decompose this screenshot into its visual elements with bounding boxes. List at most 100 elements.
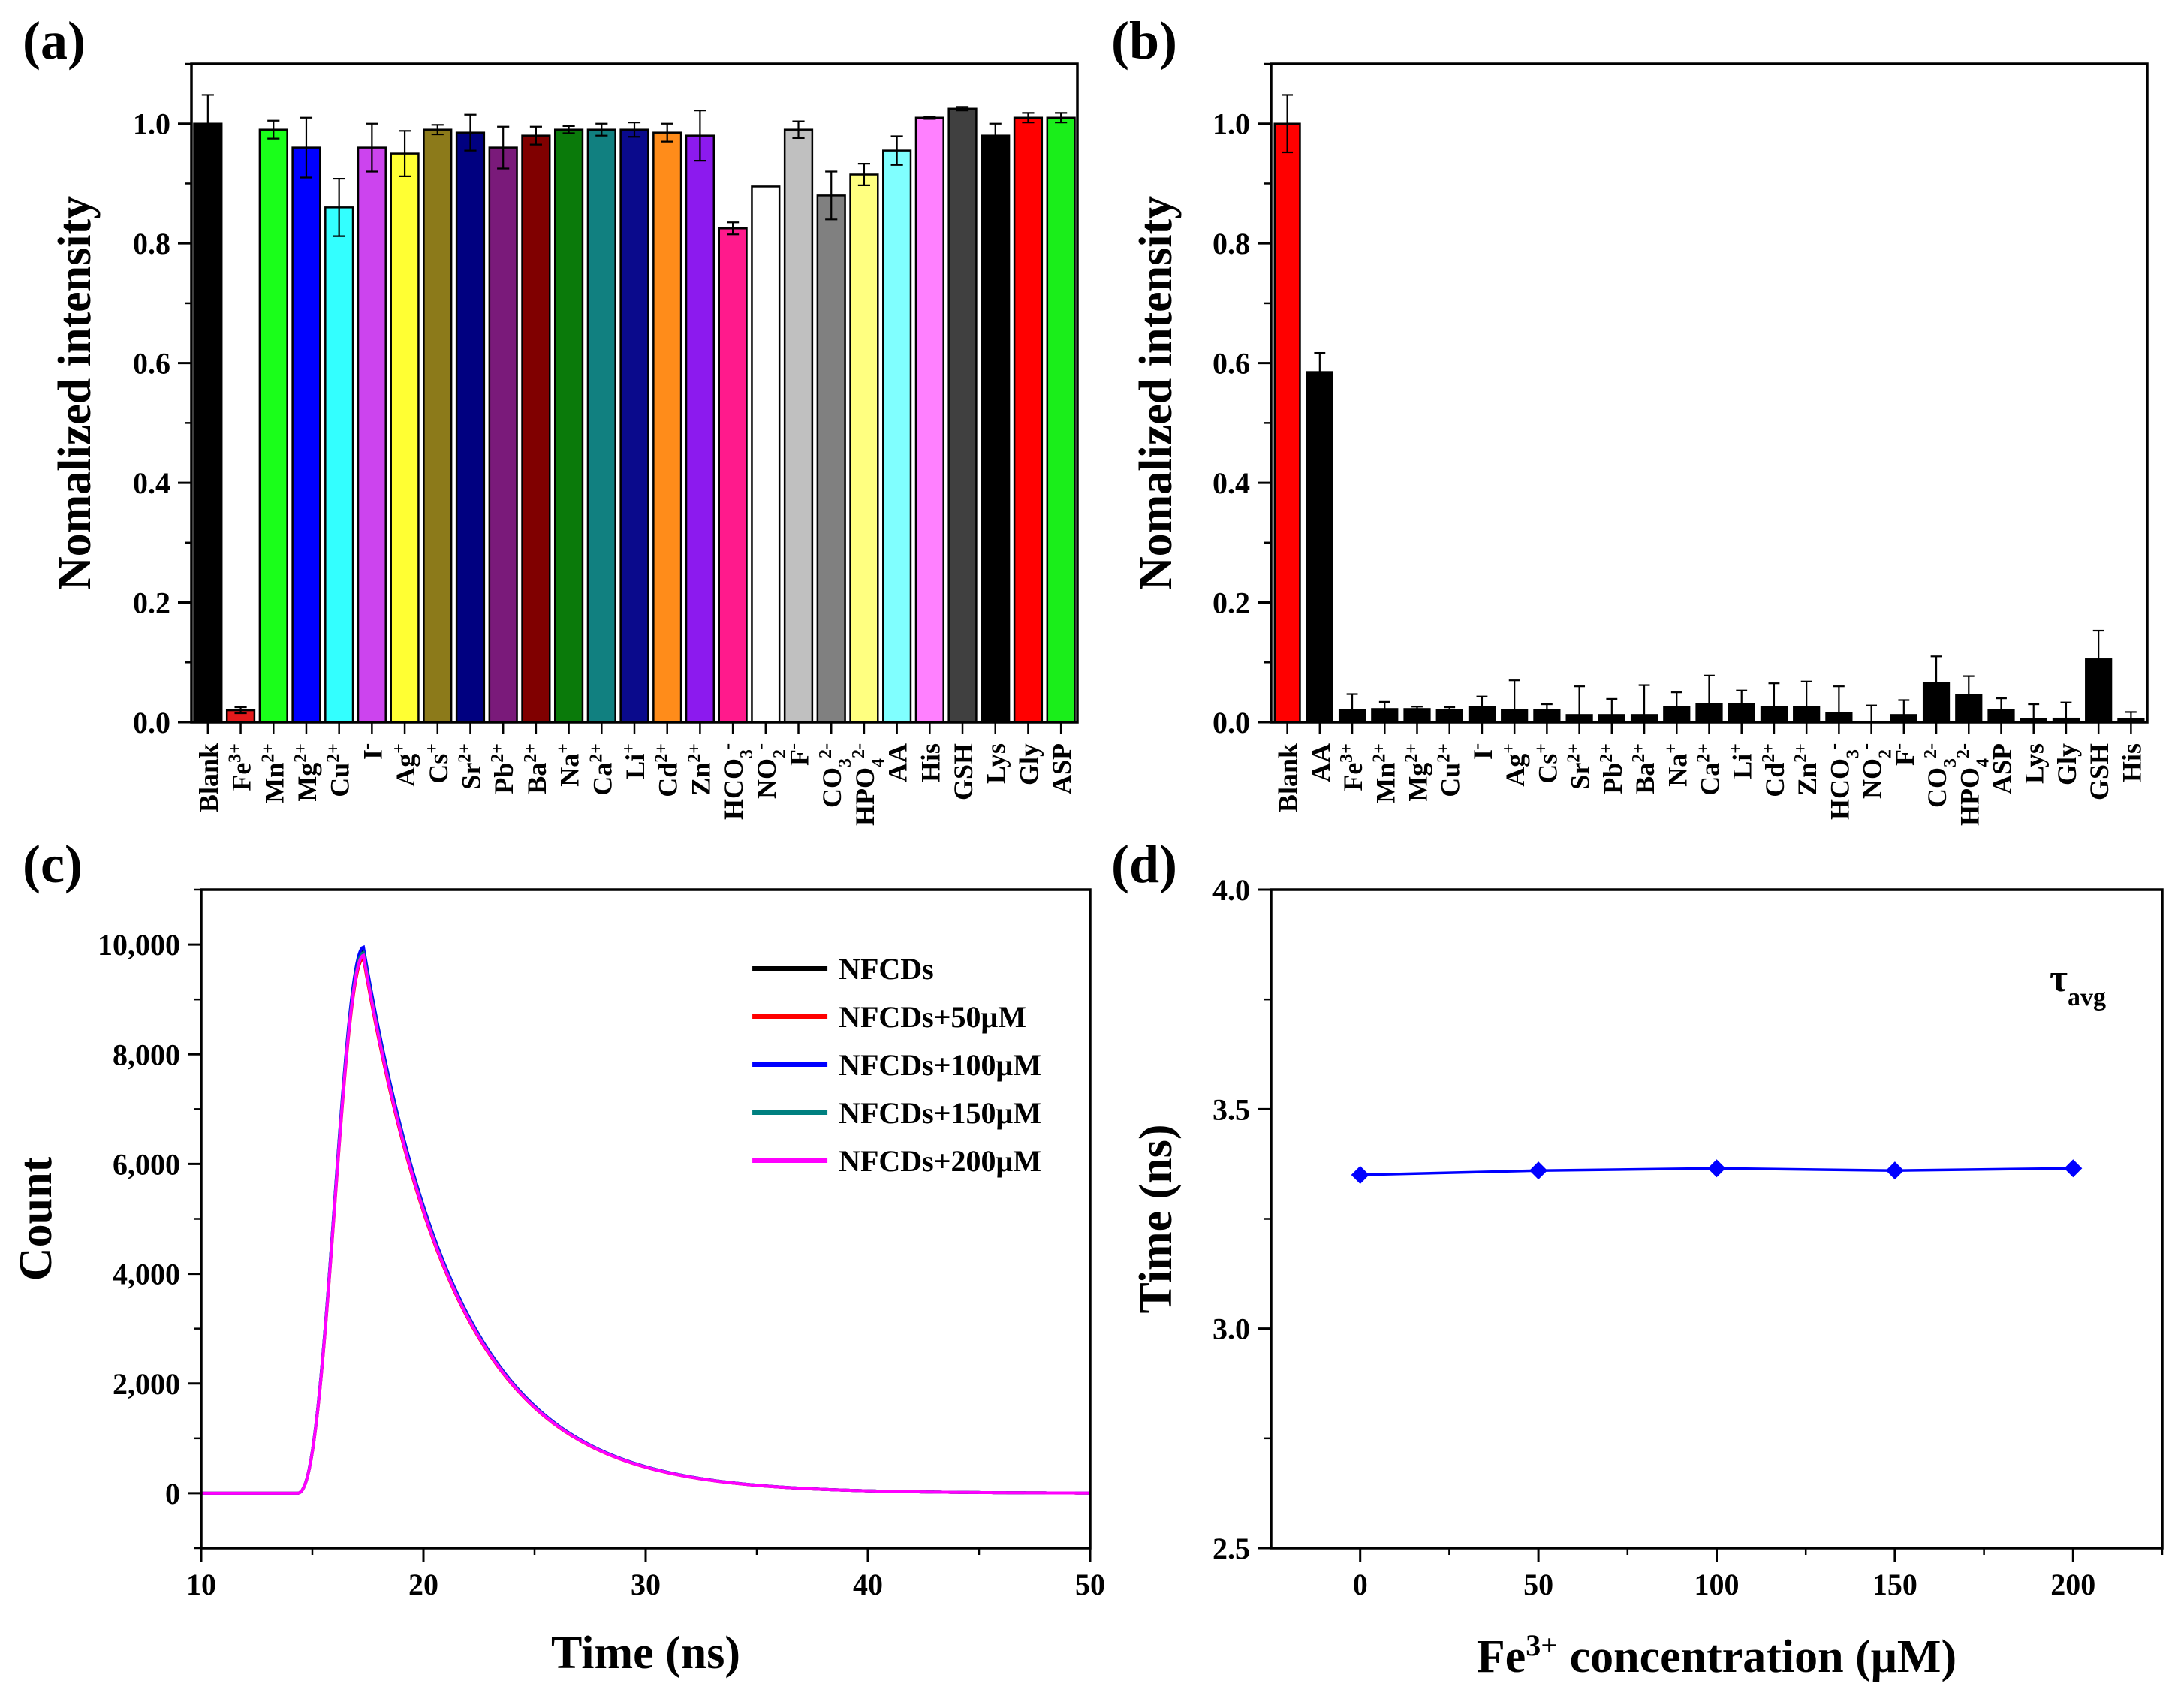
category-superscript: - <box>1824 743 1843 749</box>
category-base: Cd <box>653 763 683 797</box>
bar-14 <box>652 131 682 724</box>
category-subscript: 3 <box>1843 749 1863 758</box>
data-point-0 <box>1351 1166 1369 1185</box>
legend-label-3: NFCDs+150μM <box>839 1096 1041 1130</box>
x-category-label: Gly <box>1014 743 1044 785</box>
bar-0 <box>1273 122 1301 724</box>
error-bar-14 <box>1736 689 1748 719</box>
category-superscript: + <box>1727 743 1746 754</box>
category-base: NO <box>1857 758 1887 799</box>
panel-label: (b) <box>1111 11 1177 71</box>
category-base: His <box>2116 743 2146 782</box>
error-bar-0 <box>1282 94 1294 154</box>
category-base: Ba <box>522 763 552 794</box>
category-base: Ca <box>1695 763 1725 796</box>
x-category-label: Cs+ <box>423 743 453 784</box>
bar-25 <box>1013 116 1044 724</box>
y-axis-title: Nomalized intensity <box>1131 196 1182 590</box>
category-superscript: 2+ <box>1629 743 1649 763</box>
bar-13 <box>619 128 649 724</box>
category-superscript: - <box>357 743 376 749</box>
bar-16 <box>718 227 748 724</box>
legend-label-4: NFCDs+200μM <box>839 1144 1041 1178</box>
category-superscript: 2+ <box>291 743 311 763</box>
error-bar-3 <box>300 116 313 179</box>
category-base: Li <box>1728 754 1758 779</box>
category-superscript: 2- <box>1954 743 1973 758</box>
x-category-label: Cs+ <box>1532 743 1562 784</box>
x-category-label: Fe3+ <box>226 743 257 791</box>
x-category-label: Fe3+ <box>1337 743 1368 791</box>
x-category-label: Pb2+ <box>488 743 519 794</box>
category-base: Fe <box>1338 763 1368 791</box>
bar-9 <box>488 146 518 724</box>
category-base: Cu <box>1435 763 1466 797</box>
x-category-label: CO32- <box>816 743 855 808</box>
category-base: Sr <box>1565 763 1595 790</box>
category-base: Pb <box>489 763 519 794</box>
x-category-label: Mg2+ <box>291 743 322 802</box>
x-tick-label: 40 <box>853 1568 883 1601</box>
bar-26 <box>1046 116 1076 724</box>
category-base: Blank <box>194 743 224 812</box>
x-tick-label: 150 <box>1872 1568 1917 1601</box>
error-bar-16 <box>727 221 740 236</box>
category-base: Cd <box>1760 763 1790 797</box>
error-bar-26 <box>1055 112 1068 124</box>
x-category-label: I- <box>1467 743 1498 760</box>
x-category-label: HCO3- <box>718 743 757 820</box>
category-base: AA <box>883 743 913 782</box>
x-category-label: Sr2+ <box>455 743 486 790</box>
error-bar-12 <box>595 122 608 137</box>
bar-18 <box>783 128 814 724</box>
bar-3 <box>291 146 321 724</box>
category-base: Cs <box>423 754 453 784</box>
y-tick-label: 0.8 <box>133 227 170 261</box>
x-category-label: Zn2+ <box>685 743 715 796</box>
category-base: F <box>785 749 815 766</box>
category-base: HCO <box>1824 758 1854 820</box>
category-base: HCO <box>718 758 749 820</box>
category-superscript: 2+ <box>1565 743 1584 763</box>
y-tick-label: 2.5 <box>1212 1532 1250 1565</box>
error-bar-24 <box>989 122 1002 149</box>
category-superscript: - <box>1467 743 1487 749</box>
x-category-label: Ag+ <box>1499 743 1530 787</box>
x-category-label: GSH <box>2084 743 2114 800</box>
x-category-label: His <box>915 743 945 782</box>
error-bar-10 <box>529 125 542 146</box>
x-category-label: Cd2+ <box>652 743 683 797</box>
category-superscript: + <box>390 743 409 754</box>
y-tick-label: 0.2 <box>133 586 170 620</box>
category-base: Na <box>1662 754 1692 787</box>
category-superscript: 2+ <box>1369 743 1389 763</box>
x-axis-title-rest: concentration (μM) <box>1558 1631 1957 1682</box>
x-category-label: HCO3- <box>1824 743 1863 820</box>
category-base: Ca <box>587 763 617 796</box>
x-category-label: NO2- <box>1857 743 1896 799</box>
x-category-label: HPO42- <box>1954 743 1993 826</box>
error-bar-21 <box>890 135 903 166</box>
category-superscript: 3+ <box>1337 743 1357 763</box>
x-category-label: NO2- <box>751 743 790 799</box>
category-superscript: 2+ <box>586 743 606 763</box>
x-category-label: F- <box>1889 743 1920 766</box>
category-base: Lys <box>2020 743 2050 784</box>
category-superscript: 2+ <box>1402 743 1422 763</box>
x-tick-label: 50 <box>1523 1568 1553 1601</box>
bar-2 <box>258 128 288 724</box>
error-bar-25 <box>1022 112 1035 124</box>
legend-label-0: NFCDs <box>839 952 934 986</box>
category-superscript: 2+ <box>1791 743 1811 763</box>
error-bar-21 <box>1963 675 1975 715</box>
category-base: Gly <box>2052 743 2082 785</box>
category-base: NO <box>752 758 782 799</box>
category-superscript: 2+ <box>1435 743 1454 763</box>
category-base: GSH <box>948 743 978 800</box>
error-bar-4 <box>333 177 345 237</box>
x-category-label: Cd2+ <box>1759 743 1790 797</box>
error-bar-20 <box>1930 655 1942 712</box>
category-superscript: 2- <box>849 743 869 758</box>
category-base: Mn <box>1370 763 1400 803</box>
data-point-4 <box>2064 1159 2083 1178</box>
